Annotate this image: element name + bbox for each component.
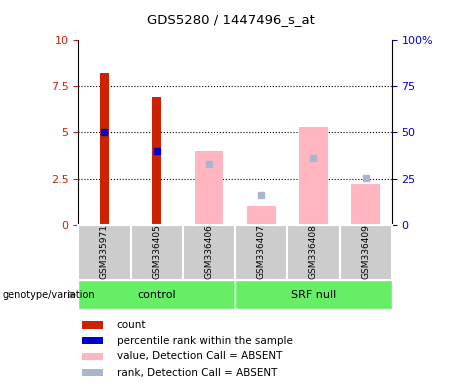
Bar bbox=[235, 280, 392, 309]
Text: GSM336405: GSM336405 bbox=[152, 224, 161, 279]
Text: SRF null: SRF null bbox=[291, 290, 336, 300]
Bar bbox=[340, 225, 392, 280]
Text: control: control bbox=[137, 290, 176, 300]
Text: GSM336406: GSM336406 bbox=[205, 224, 213, 279]
Text: GSM335971: GSM335971 bbox=[100, 224, 109, 279]
Bar bbox=[235, 225, 287, 280]
Text: value, Detection Call = ABSENT: value, Detection Call = ABSENT bbox=[117, 351, 282, 361]
Bar bbox=[183, 225, 235, 280]
Text: count: count bbox=[117, 320, 146, 330]
Text: percentile rank within the sample: percentile rank within the sample bbox=[117, 336, 293, 346]
Bar bbox=[100, 73, 109, 225]
Text: GSM336408: GSM336408 bbox=[309, 224, 318, 279]
Bar bbox=[195, 151, 224, 225]
Bar bbox=[82, 337, 103, 344]
Text: GDS5280 / 1447496_s_at: GDS5280 / 1447496_s_at bbox=[147, 13, 314, 26]
Bar bbox=[247, 206, 276, 225]
Bar bbox=[78, 280, 235, 309]
Text: GSM336407: GSM336407 bbox=[257, 224, 266, 279]
Bar bbox=[78, 225, 130, 280]
Bar bbox=[82, 353, 103, 360]
Text: GSM336409: GSM336409 bbox=[361, 224, 370, 279]
Text: genotype/variation: genotype/variation bbox=[2, 290, 95, 300]
Bar bbox=[287, 225, 340, 280]
Bar bbox=[82, 321, 103, 329]
Bar bbox=[351, 184, 380, 225]
Bar bbox=[299, 127, 328, 225]
Bar bbox=[152, 98, 161, 225]
Bar bbox=[130, 225, 183, 280]
Text: rank, Detection Call = ABSENT: rank, Detection Call = ABSENT bbox=[117, 367, 277, 377]
Bar bbox=[82, 369, 103, 376]
